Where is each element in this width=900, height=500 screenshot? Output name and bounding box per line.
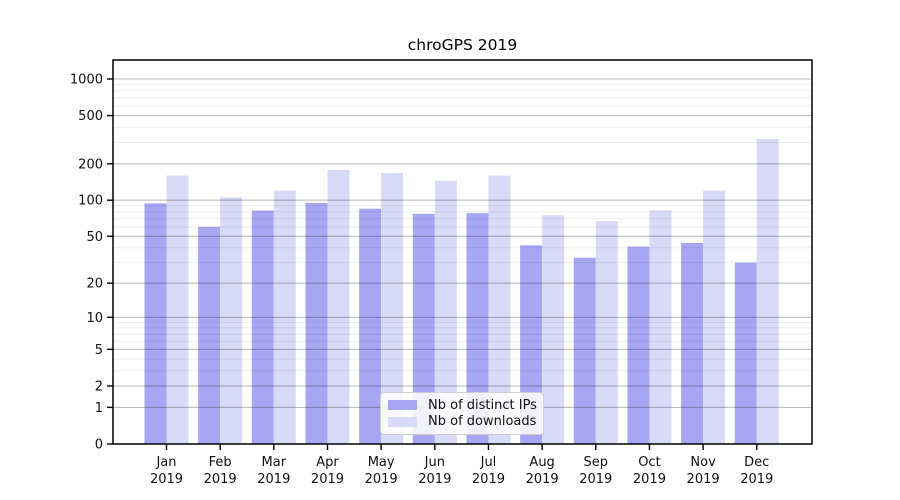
x-label-month-Oct: Oct xyxy=(638,455,660,470)
bar-ips-May xyxy=(359,208,382,444)
bar-ips-Jun xyxy=(412,213,435,444)
x-label-year-Aug: 2019 xyxy=(526,472,559,487)
y-tick-label-1000: 1000 xyxy=(70,73,103,88)
bar-ips-Apr xyxy=(305,202,328,444)
y-tick-label-20: 20 xyxy=(86,277,103,292)
x-label-month-Feb: Feb xyxy=(209,455,232,470)
y-tick-label-5: 5 xyxy=(95,343,103,358)
bar-downloads-Jan xyxy=(166,175,189,445)
y-tick-label-1: 1 xyxy=(95,401,103,416)
bar-downloads-Dec xyxy=(756,138,779,444)
bar-ips-Oct xyxy=(627,246,650,444)
bar-downloads-Oct xyxy=(649,210,672,444)
bar-downloads-Mar xyxy=(273,190,296,444)
bar-ips-Sep xyxy=(573,257,596,444)
bar-downloads-Sep xyxy=(595,221,618,444)
x-label-year-May: 2019 xyxy=(365,472,398,487)
legend: Nb of distinct IPs Nb of downloads xyxy=(380,392,544,435)
bar-ips-Mar xyxy=(251,210,274,444)
bar-ips-Feb xyxy=(198,226,221,444)
y-tick-label-10: 10 xyxy=(86,311,103,326)
x-label-month-Aug: Aug xyxy=(529,455,554,470)
x-label-month-Mar: Mar xyxy=(262,455,287,470)
y-tick-label-200: 200 xyxy=(78,157,103,172)
legend-item-downloads: Nb of downloads xyxy=(381,414,543,429)
x-label-month-Jul: Jul xyxy=(480,455,497,470)
chart-title: chroGPS 2019 xyxy=(407,36,518,54)
x-label-year-Jan: 2019 xyxy=(150,472,183,487)
bar-ips-Jul xyxy=(466,213,489,444)
legend-swatch-downloads xyxy=(388,416,417,427)
x-label-month-Dec: Dec xyxy=(744,455,769,470)
bar-downloads-Feb xyxy=(220,197,243,444)
x-label-year-Apr: 2019 xyxy=(311,472,344,487)
bar-ips-Jan xyxy=(144,203,167,444)
x-label-year-Nov: 2019 xyxy=(687,472,720,487)
bar-downloads-Nov xyxy=(703,190,726,444)
x-label-month-Apr: Apr xyxy=(316,455,339,470)
x-label-year-Feb: 2019 xyxy=(204,472,237,487)
bar-ips-Dec xyxy=(734,262,757,444)
y-tick-label-50: 50 xyxy=(86,230,103,245)
y-tick-label-100: 100 xyxy=(78,194,103,209)
x-label-month-May: May xyxy=(368,455,395,470)
x-label-year-Mar: 2019 xyxy=(257,472,290,487)
legend-label-downloads: Nb of downloads xyxy=(428,414,537,430)
legend-item-distinct-ips: Nb of distinct IPs xyxy=(381,398,543,413)
bar-downloads-Aug xyxy=(542,215,565,444)
x-label-month-Jun: Jun xyxy=(424,455,445,470)
y-tick-label-500: 500 xyxy=(78,109,103,124)
y-tick-label-0: 0 xyxy=(95,438,103,453)
x-label-year-Dec: 2019 xyxy=(740,472,773,487)
legend-swatch-ips xyxy=(388,400,417,411)
bar-downloads-Jun xyxy=(434,180,457,444)
x-label-year-Jul: 2019 xyxy=(472,472,505,487)
x-label-year-Oct: 2019 xyxy=(633,472,666,487)
y-tick-label-2: 2 xyxy=(95,379,103,394)
bar-downloads-May xyxy=(381,172,404,444)
legend-label-ips: Nb of distinct IPs xyxy=(428,397,537,413)
bar-downloads-Jul xyxy=(488,175,511,445)
x-label-month-Jan: Jan xyxy=(155,455,176,470)
x-label-year-Sep: 2019 xyxy=(579,472,612,487)
bar-downloads-Apr xyxy=(327,169,350,444)
x-label-year-Jun: 2019 xyxy=(418,472,451,487)
plot-border xyxy=(112,59,813,445)
x-label-month-Nov: Nov xyxy=(690,455,716,470)
bar-ips-Nov xyxy=(681,242,704,444)
x-label-month-Sep: Sep xyxy=(584,455,609,470)
